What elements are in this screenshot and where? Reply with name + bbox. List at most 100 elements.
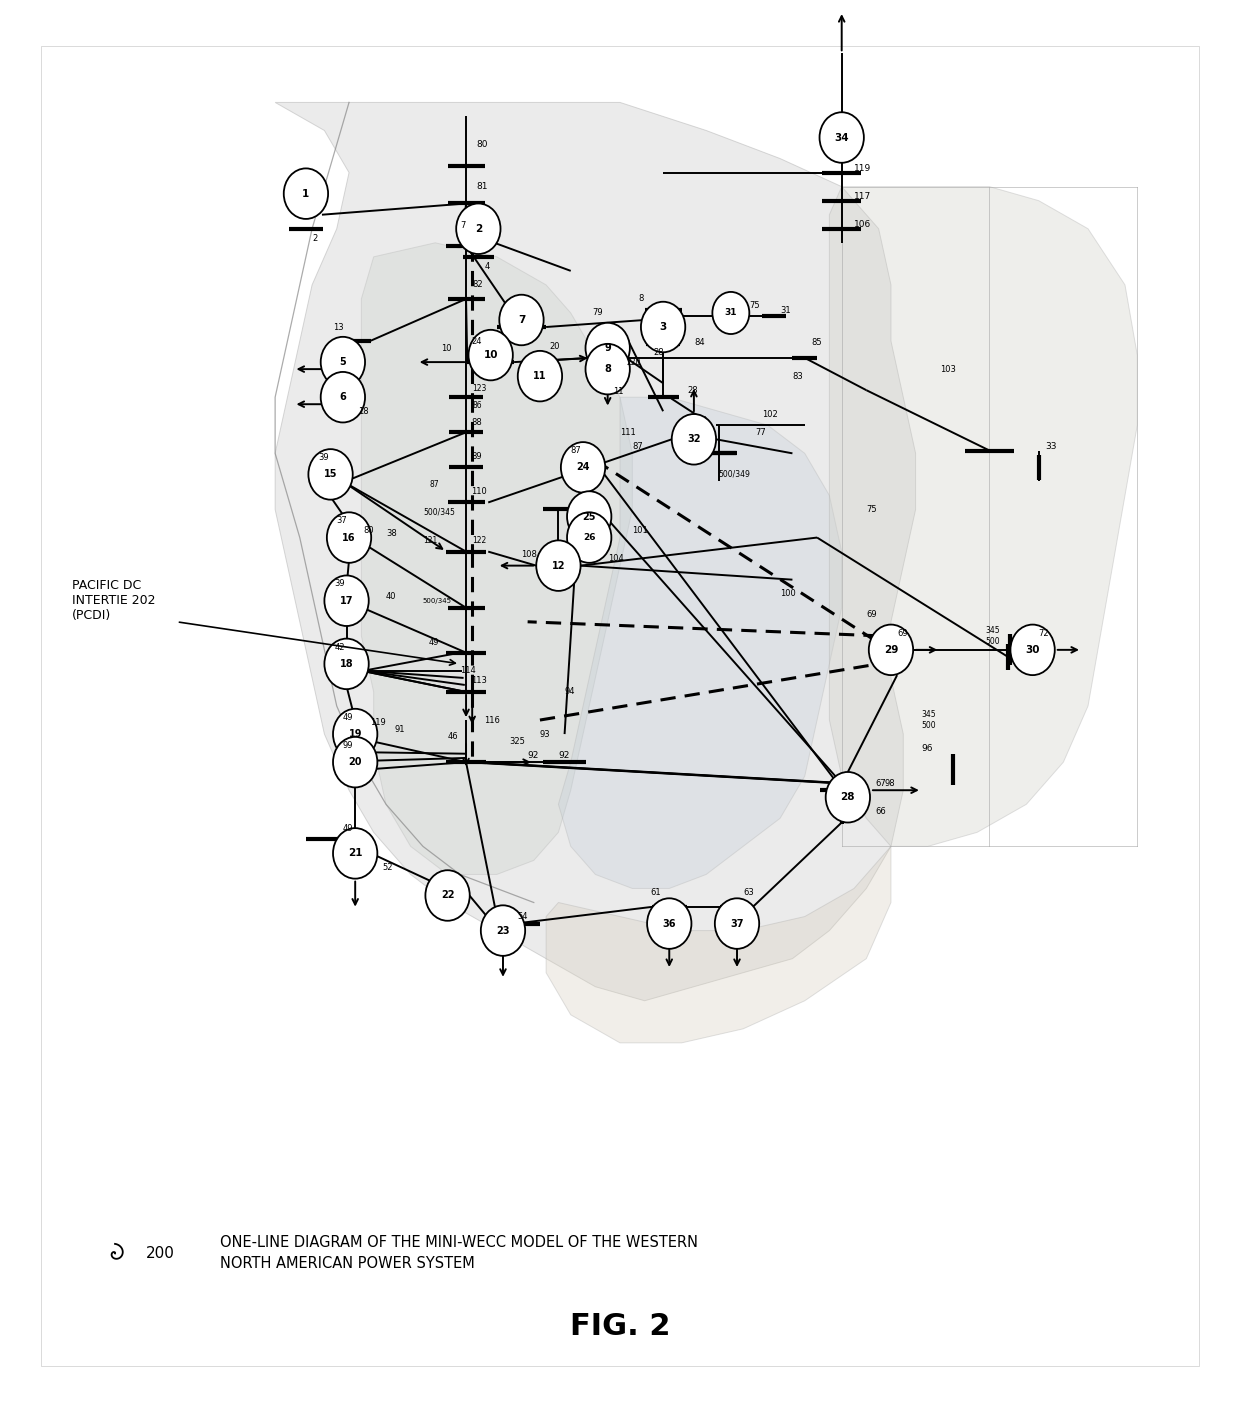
Circle shape — [1011, 624, 1055, 675]
Text: 81: 81 — [476, 182, 487, 191]
Text: 87: 87 — [632, 442, 644, 450]
Text: 98: 98 — [885, 778, 895, 788]
Text: 103: 103 — [940, 364, 956, 374]
Text: 83: 83 — [792, 371, 804, 381]
Text: 49: 49 — [429, 638, 440, 647]
Text: 102: 102 — [761, 409, 777, 418]
Circle shape — [567, 491, 611, 542]
Text: 220: 220 — [626, 357, 641, 367]
Text: 15: 15 — [324, 469, 337, 480]
Text: 1: 1 — [303, 189, 310, 199]
Text: 34: 34 — [835, 133, 849, 143]
Circle shape — [500, 295, 543, 346]
Text: 11: 11 — [613, 387, 624, 397]
Text: 99: 99 — [343, 741, 353, 750]
Text: 80: 80 — [476, 140, 487, 150]
Text: 22: 22 — [440, 891, 454, 901]
Text: 2: 2 — [312, 234, 317, 243]
Text: 113: 113 — [471, 676, 487, 685]
Text: 100: 100 — [780, 589, 796, 599]
Text: 31: 31 — [780, 305, 791, 315]
Circle shape — [560, 442, 605, 493]
Text: 54: 54 — [518, 912, 528, 921]
Text: 49: 49 — [343, 823, 353, 833]
Circle shape — [334, 827, 377, 878]
Text: 10: 10 — [484, 350, 498, 360]
Text: 92: 92 — [528, 751, 539, 760]
Text: PACIFIC DC
INTERTIE 202
(PCDI): PACIFIC DC INTERTIE 202 (PCDI) — [72, 579, 155, 623]
Text: 5: 5 — [340, 357, 346, 367]
Circle shape — [826, 772, 870, 823]
Text: 119: 119 — [370, 719, 386, 727]
Text: 31: 31 — [724, 308, 737, 318]
Text: 84: 84 — [694, 337, 704, 347]
Text: 111: 111 — [620, 428, 636, 436]
Text: 8: 8 — [604, 364, 611, 374]
Text: 63: 63 — [743, 888, 754, 897]
Text: 94: 94 — [564, 688, 575, 696]
Text: 28: 28 — [688, 385, 698, 395]
Text: 18: 18 — [357, 407, 368, 415]
Text: 26: 26 — [583, 534, 595, 542]
Text: 500/349: 500/349 — [718, 470, 750, 479]
Text: 119: 119 — [854, 164, 872, 172]
Circle shape — [567, 513, 611, 563]
Text: ONE-LINE DIAGRAM OF THE MINI-WECC MODEL OF THE WESTERN: ONE-LINE DIAGRAM OF THE MINI-WECC MODEL … — [219, 1234, 698, 1250]
Text: 33: 33 — [1045, 442, 1056, 450]
Text: 89: 89 — [471, 452, 481, 460]
Text: 16: 16 — [342, 532, 356, 542]
Text: 96: 96 — [921, 744, 934, 753]
Text: 121: 121 — [423, 537, 438, 545]
Text: 500/345: 500/345 — [423, 597, 451, 604]
Text: 80: 80 — [363, 527, 374, 535]
Text: 21: 21 — [348, 849, 362, 858]
Circle shape — [321, 371, 365, 422]
Text: 24: 24 — [471, 336, 481, 346]
Text: 12: 12 — [552, 561, 565, 570]
Circle shape — [585, 323, 630, 373]
Text: 36: 36 — [662, 919, 676, 929]
Polygon shape — [558, 397, 842, 888]
Text: 61: 61 — [651, 888, 661, 897]
Text: 38: 38 — [386, 530, 397, 538]
Text: 77: 77 — [755, 428, 766, 436]
Text: 72: 72 — [1039, 628, 1049, 637]
Text: 123: 123 — [472, 384, 486, 394]
Text: 101: 101 — [632, 527, 649, 535]
Circle shape — [714, 898, 759, 949]
Text: 108: 108 — [522, 549, 537, 559]
Text: 91: 91 — [394, 726, 405, 734]
Text: 79: 79 — [593, 308, 603, 318]
Circle shape — [585, 345, 630, 394]
Text: 82: 82 — [472, 281, 482, 289]
Text: 345
500: 345 500 — [921, 710, 936, 730]
Text: 345
500: 345 500 — [986, 626, 1001, 645]
Text: 75: 75 — [749, 301, 760, 311]
Text: 87: 87 — [429, 480, 439, 489]
Circle shape — [334, 709, 377, 760]
Text: 85: 85 — [811, 337, 822, 347]
Text: 106: 106 — [854, 220, 872, 229]
Text: 52: 52 — [382, 863, 393, 873]
Text: 6: 6 — [340, 393, 346, 402]
Text: 30: 30 — [1025, 645, 1040, 655]
Text: NORTH AMERICAN POWER SYSTEM: NORTH AMERICAN POWER SYSTEM — [219, 1255, 475, 1271]
Text: 2: 2 — [475, 223, 482, 234]
Text: 10: 10 — [441, 343, 451, 353]
Text: 40: 40 — [386, 592, 397, 602]
Text: 104: 104 — [608, 554, 624, 563]
Text: 11: 11 — [533, 371, 547, 381]
Text: 7: 7 — [460, 222, 465, 230]
Circle shape — [469, 330, 513, 380]
Circle shape — [327, 513, 371, 563]
Text: 7: 7 — [518, 315, 526, 325]
Circle shape — [325, 576, 368, 626]
Text: 66: 66 — [875, 806, 885, 816]
Text: 8: 8 — [639, 295, 644, 304]
Circle shape — [672, 414, 715, 465]
Circle shape — [518, 350, 562, 401]
Text: 4: 4 — [485, 263, 490, 271]
Polygon shape — [546, 846, 892, 1043]
Circle shape — [820, 112, 864, 162]
Text: 114: 114 — [460, 666, 476, 675]
